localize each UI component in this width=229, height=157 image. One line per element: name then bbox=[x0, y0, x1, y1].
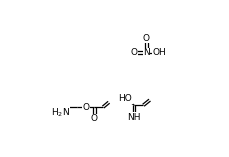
Text: O: O bbox=[82, 103, 89, 112]
Text: NH: NH bbox=[128, 113, 141, 122]
Text: O: O bbox=[130, 48, 137, 57]
Text: OH: OH bbox=[152, 48, 166, 57]
Text: O: O bbox=[91, 114, 98, 123]
Text: N: N bbox=[143, 48, 150, 57]
Text: H$_2$N: H$_2$N bbox=[51, 107, 70, 119]
Text: HO: HO bbox=[118, 94, 132, 103]
Text: O: O bbox=[143, 34, 150, 43]
